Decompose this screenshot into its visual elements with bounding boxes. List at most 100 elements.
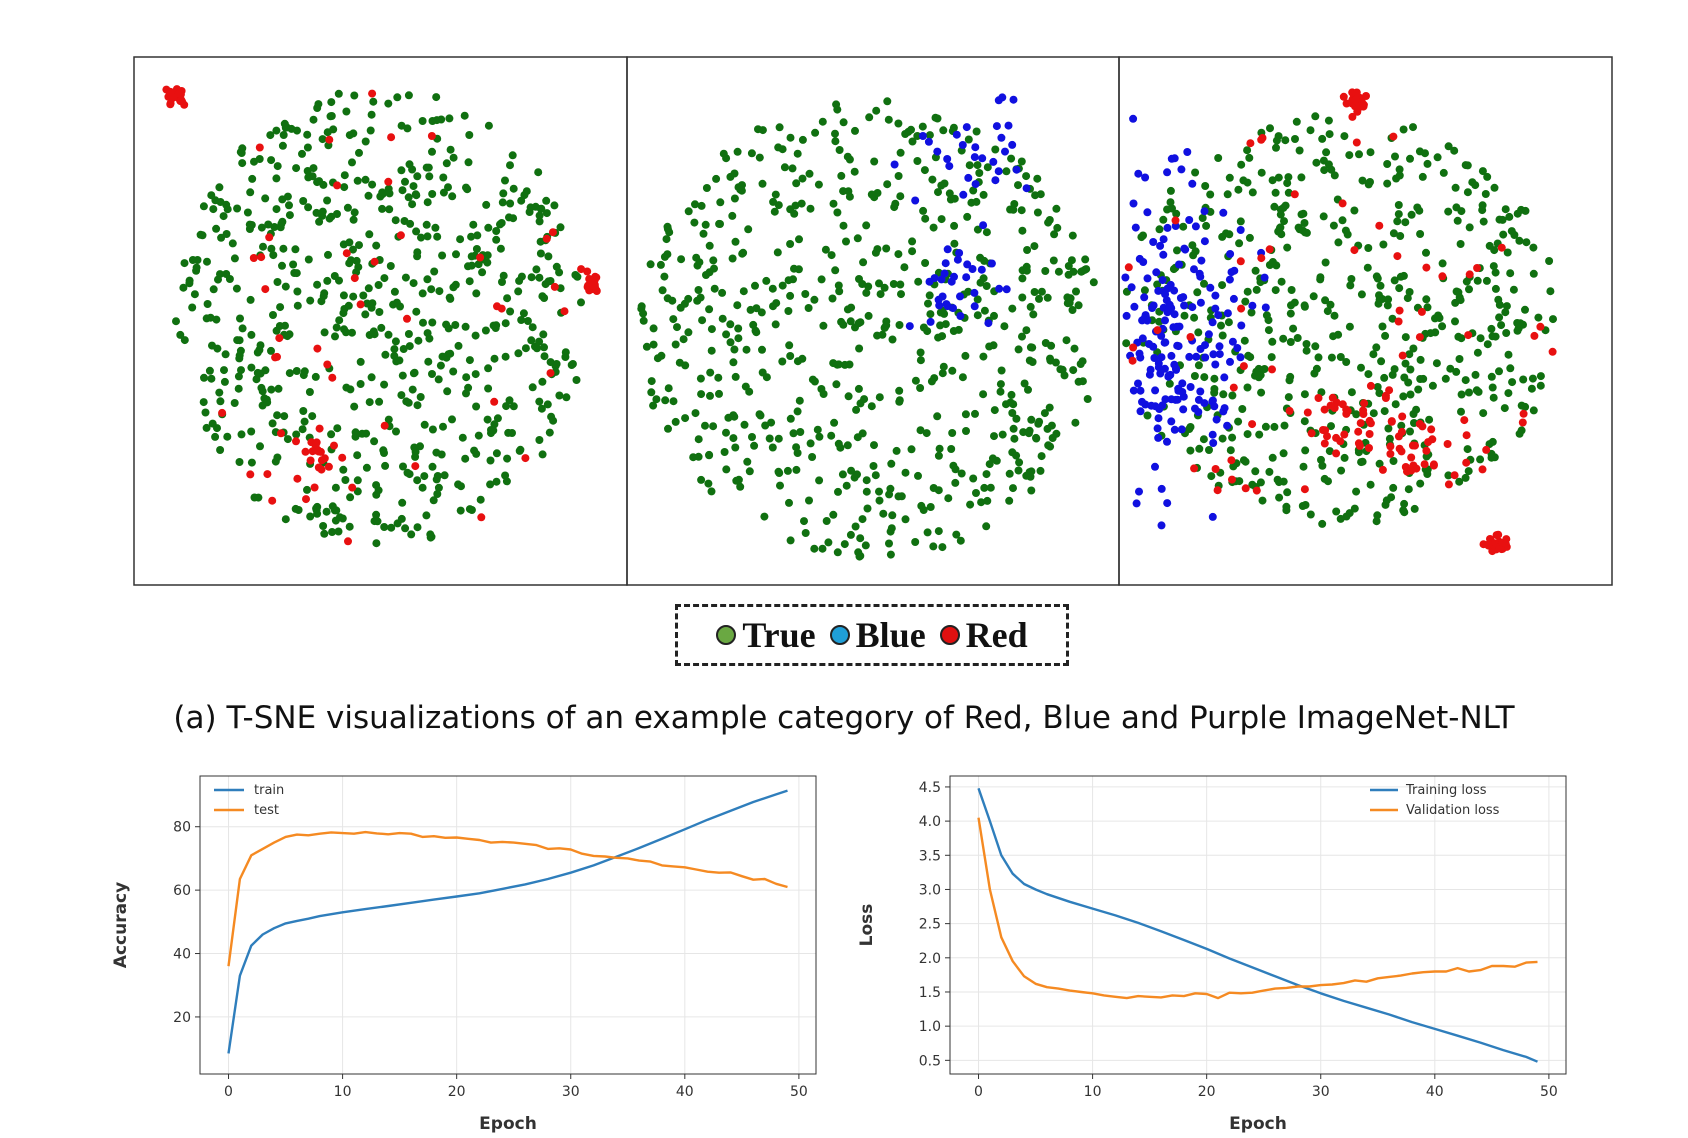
tsne-point-true	[375, 308, 384, 316]
tsne-point-true	[1489, 393, 1498, 402]
tsne-point-red	[315, 424, 324, 433]
tsne-point-true	[1390, 365, 1399, 374]
tsne-point-true	[392, 427, 400, 436]
tsne-point-true	[568, 360, 577, 368]
tsne-point-true	[805, 496, 813, 505]
tsne-point-true	[786, 536, 795, 545]
tsne-point-true	[870, 157, 879, 166]
tsne-point-true	[1089, 278, 1098, 287]
tsne-point-true	[299, 197, 308, 205]
tsne-point-red	[218, 408, 227, 417]
y-tick-label: 1.5	[919, 985, 941, 1001]
tsne-point-true	[1405, 288, 1414, 296]
tsne-point-true	[478, 268, 487, 277]
tsne-point-true	[916, 356, 925, 365]
tsne-point-true	[1438, 322, 1447, 331]
tsne-point-red	[1352, 138, 1361, 147]
tsne-point-true	[662, 235, 671, 244]
tsne-point-red	[323, 360, 332, 369]
tsne-point-true	[786, 133, 795, 142]
tsne-point-true	[734, 334, 743, 343]
tsne-point-true	[215, 183, 224, 192]
tsne-point-true	[961, 351, 970, 360]
tsne-point-true	[693, 261, 702, 270]
tsne-point-true	[1010, 434, 1019, 443]
tsne-point-true	[1405, 350, 1414, 359]
tsne-point-true	[206, 313, 215, 322]
tsne-point-true	[722, 465, 731, 474]
tsne-point-true	[1410, 504, 1419, 513]
tsne-point-true	[348, 158, 356, 167]
tsne-point-true	[1047, 341, 1056, 350]
tsne-point-true	[538, 377, 547, 386]
tsne-point-true	[514, 287, 523, 296]
tsne-point-true	[367, 303, 376, 312]
tsne-point-true	[1373, 274, 1382, 283]
tsne-point-true	[1029, 310, 1038, 319]
tsne-point-true	[369, 97, 378, 106]
tsne-point-true	[272, 205, 281, 214]
tsne-point-true	[469, 220, 478, 229]
tsne-point-true	[327, 430, 336, 439]
tsne-point-true	[1207, 472, 1216, 481]
tsne-point-true	[800, 517, 808, 526]
tsne-point-true	[694, 435, 703, 444]
tsne-point-true	[1041, 267, 1050, 275]
tsne-point-red	[550, 282, 559, 291]
tsne-point-red	[1462, 458, 1471, 467]
tsne-point-true	[269, 251, 278, 260]
tsne-point-true	[1521, 206, 1530, 215]
tsne-point-true	[923, 528, 932, 537]
tsne-point-blue	[1226, 250, 1235, 258]
tsne-point-true	[986, 483, 995, 492]
tsne-point-true	[972, 489, 980, 497]
tsne-point-true	[846, 530, 855, 539]
tsne-point-true	[879, 509, 888, 518]
tsne-point-red	[1300, 485, 1309, 494]
tsne-point-true	[1159, 215, 1168, 224]
tsne-point-true	[404, 91, 413, 100]
tsne-point-true	[1401, 218, 1410, 227]
tsne-point-blue	[1167, 395, 1176, 404]
tsne-point-red	[1375, 221, 1384, 230]
tsne-point-true	[1194, 328, 1203, 337]
tsne-point-blue	[941, 259, 950, 268]
tsne-point-true	[980, 483, 989, 492]
tsne-point-true	[1462, 277, 1471, 286]
tsne-point-true	[1179, 222, 1188, 231]
tsne-point-true	[1358, 176, 1367, 185]
tsne-point-true	[298, 425, 307, 434]
tsne-point-true	[900, 263, 909, 272]
tsne-point-true	[268, 419, 277, 428]
tsne-point-true	[370, 437, 379, 446]
tsne-point-red	[1339, 92, 1348, 101]
tsne-point-red	[1336, 437, 1345, 446]
tsne-point-true	[726, 172, 735, 181]
tsne-point-true	[331, 483, 340, 492]
tsne-point-true	[180, 336, 189, 345]
tsne-point-true	[1519, 320, 1527, 329]
legend-dot-red	[939, 625, 960, 645]
tsne-point-blue	[997, 133, 1006, 142]
tsne-point-blue	[1261, 303, 1270, 312]
tsne-point-true	[1490, 246, 1499, 255]
tsne-point-true	[483, 251, 492, 260]
legend-label: test	[254, 803, 279, 818]
tsne-point-true	[1488, 383, 1497, 392]
series-line-training-loss	[977, 787, 1538, 1063]
tsne-point-true	[776, 481, 784, 490]
tsne-point-red	[257, 253, 266, 262]
tsne-point-true	[1289, 324, 1298, 333]
tsne-point-true	[303, 485, 311, 494]
tsne-point-true	[831, 129, 839, 138]
tsne-point-true	[977, 498, 986, 507]
tsne-point-true	[1422, 295, 1431, 304]
tsne-point-true	[1279, 449, 1288, 458]
tsne-point-true	[423, 329, 432, 338]
tsne-point-true	[1312, 364, 1321, 373]
x-tick-label: 0	[224, 1084, 233, 1100]
tsne-point-true	[730, 194, 739, 203]
tsne-point-true	[1319, 212, 1328, 221]
tsne-point-red	[521, 454, 530, 463]
tsne-point-blue	[1160, 364, 1169, 373]
